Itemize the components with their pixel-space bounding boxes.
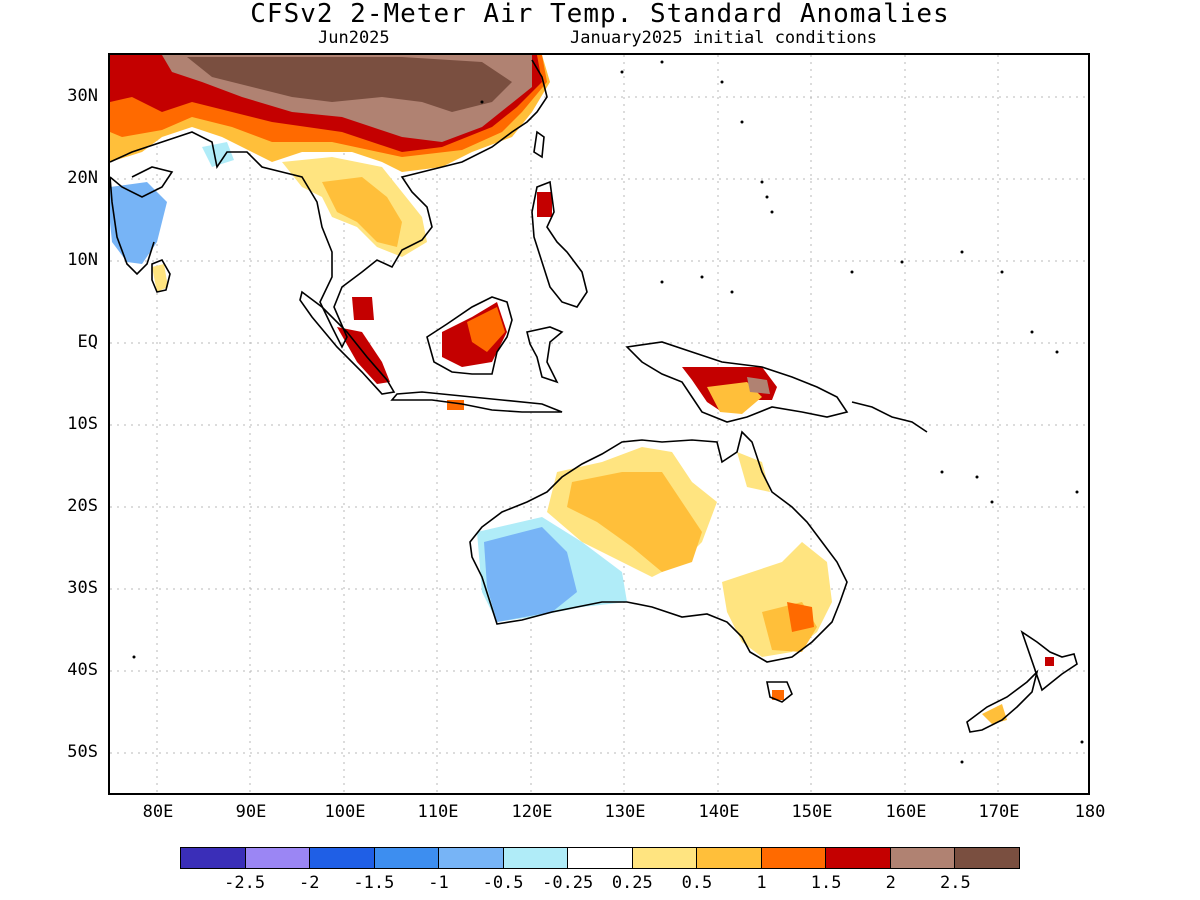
lon-label-90e: 90E [235,802,267,822]
colorbar-label: 2 [885,873,896,893]
gridlines [110,55,1088,793]
colorbar [180,847,1020,869]
shade-aus-se-darkorange [787,602,814,632]
lon-label-150e: 150E [791,802,833,822]
colorbar-segment [632,848,698,868]
colorbar-segment [374,848,440,868]
shade-indochina-orange [322,177,402,247]
shade-srilanka [152,264,168,292]
lat-label-10s: 10S [67,414,98,434]
lat-label-eq: EQ [77,332,98,352]
colorbar-label: -1.5 [353,873,395,893]
lat-label-40s: 40S [67,660,98,680]
coastlines [110,59,1078,733]
initial-conditions: January2025 initial conditions [570,28,878,48]
colorbar-segment [826,848,891,868]
shade-borneo-orange [467,307,505,352]
pacific-islands [132,60,1084,764]
colorbar-label: -2.5 [224,873,266,893]
shade-java [447,400,464,410]
map-frame [108,53,1090,795]
shade-sumatra-red [337,327,390,384]
colorbar-label: 2.5 [940,873,971,893]
colorbar-label: -0.25 [542,873,594,893]
shade-philippines [537,192,552,217]
lon-label-170e: 170E [978,802,1020,822]
shade-aus-west-blue [484,527,577,622]
lat-label-20n: 20N [67,168,98,188]
lat-label-50s: 50S [67,742,98,762]
shade-papua-orange [707,382,762,414]
chart-title: CFSv2 2-Meter Air Temp. Standard Anomali… [250,0,950,29]
shade-tibet-brown [187,57,512,112]
colorbar-label: -1 [428,873,449,893]
colorbar-label: 0.5 [681,873,713,893]
shade-nz-south [982,704,1007,724]
map-canvas [110,55,1088,793]
lon-label-100e: 100E [324,802,366,822]
colorbar-segment [955,848,1019,868]
colorbar-segment [890,848,956,868]
colorbar-segment [697,848,762,868]
shade-capeyork-yellow [737,452,770,492]
colorbar-segment [245,848,311,868]
anomaly-shading [110,55,1054,724]
lat-label-20s: 20S [67,496,98,516]
lat-label-30n: 30N [67,86,98,106]
forecast-month: Jun2025 [318,28,390,48]
colorbar-segment [761,848,827,868]
colorbar-segment [181,848,246,868]
colorbar-segment [310,848,375,868]
lon-label-160e: 160E [885,802,927,822]
colorbar-label: -2 [298,873,320,893]
lat-label-10n: 10N [67,250,98,270]
shade-aus-north-orange [567,472,702,572]
lon-label-120e: 120E [511,802,553,822]
lat-label-30s: 30S [67,578,98,598]
colorbar-segment [503,848,569,868]
shade-india-blue [110,182,167,264]
shade-bangladesh-lightblue [202,142,234,167]
colorbar-label: 0.25 [611,873,653,893]
lon-label-180: 180 [1074,802,1106,822]
shade-papua-mauve [747,377,770,394]
shade-malaya-red [352,297,374,320]
colorbar-segment [439,848,504,868]
shade-nz-north [1045,657,1054,666]
shade-tasmania [772,690,784,700]
colorbar-label: -0.5 [482,873,524,893]
lon-label-80e: 80E [142,802,174,822]
lon-label-110e: 110E [417,802,459,822]
colorbar-label: 1.5 [810,873,842,893]
lon-label-140e: 140E [698,802,740,822]
colorbar-label: 1 [756,873,767,893]
lon-label-130e: 130E [604,802,646,822]
colorbar-segment [568,848,633,868]
